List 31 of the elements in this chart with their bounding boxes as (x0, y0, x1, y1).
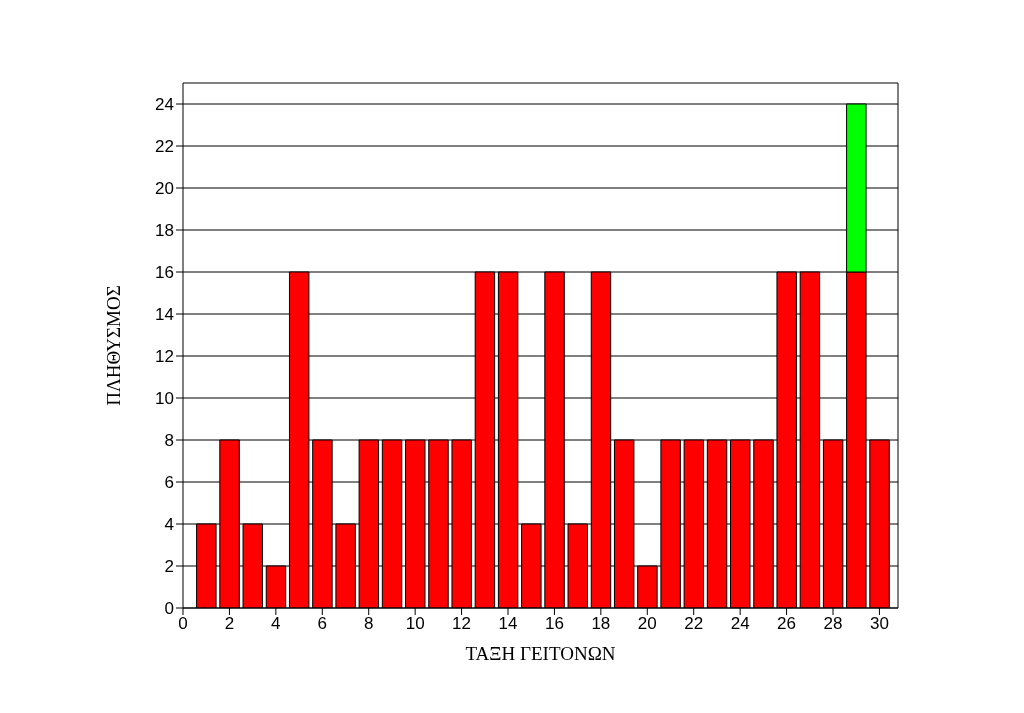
x-tick-label: 22 (684, 614, 704, 634)
x-tick-label: 28 (823, 614, 843, 634)
y-tick-label: 14 (155, 305, 174, 325)
y-tick-label: 0 (164, 599, 174, 619)
y-tick-label: 6 (164, 473, 174, 493)
x-tick-label: 8 (363, 614, 374, 634)
y-tick-label: 12 (155, 347, 174, 367)
x-tick-label: 6 (317, 614, 328, 634)
x-tick-label: 30 (869, 614, 889, 634)
y-tick-label: 4 (164, 515, 174, 535)
y-tick-label: 10 (155, 389, 174, 409)
y-tick-label: 24 (155, 95, 174, 115)
x-axis-title: ΤΑΞΗ ΓΕΙΤΟΝΩΝ (465, 643, 616, 664)
x-tick-label: 14 (498, 614, 518, 634)
y-tick-label: 16 (155, 263, 174, 283)
y-tick-label: 2 (164, 557, 174, 577)
y-tick-label: 8 (164, 431, 174, 451)
x-tick-label: 18 (591, 614, 611, 634)
x-tick-label: 12 (452, 614, 472, 634)
x-tick-label: 26 (777, 614, 797, 634)
y-axis-title: ΠΛΗΘΥΣΜΟΣ (102, 285, 124, 406)
x-tick-label: 4 (271, 614, 281, 634)
y-tick-label: 22 (155, 137, 174, 157)
y-tick-label: 20 (155, 179, 174, 199)
x-tick-label: 0 (178, 614, 188, 634)
x-tick-label: 10 (405, 614, 425, 634)
x-tick-label: 20 (637, 614, 657, 634)
x-tick-label: 24 (730, 614, 750, 634)
x-tick-label: 16 (544, 614, 564, 634)
y-tick-label: 18 (155, 221, 174, 241)
x-tick-label: 2 (224, 614, 235, 634)
